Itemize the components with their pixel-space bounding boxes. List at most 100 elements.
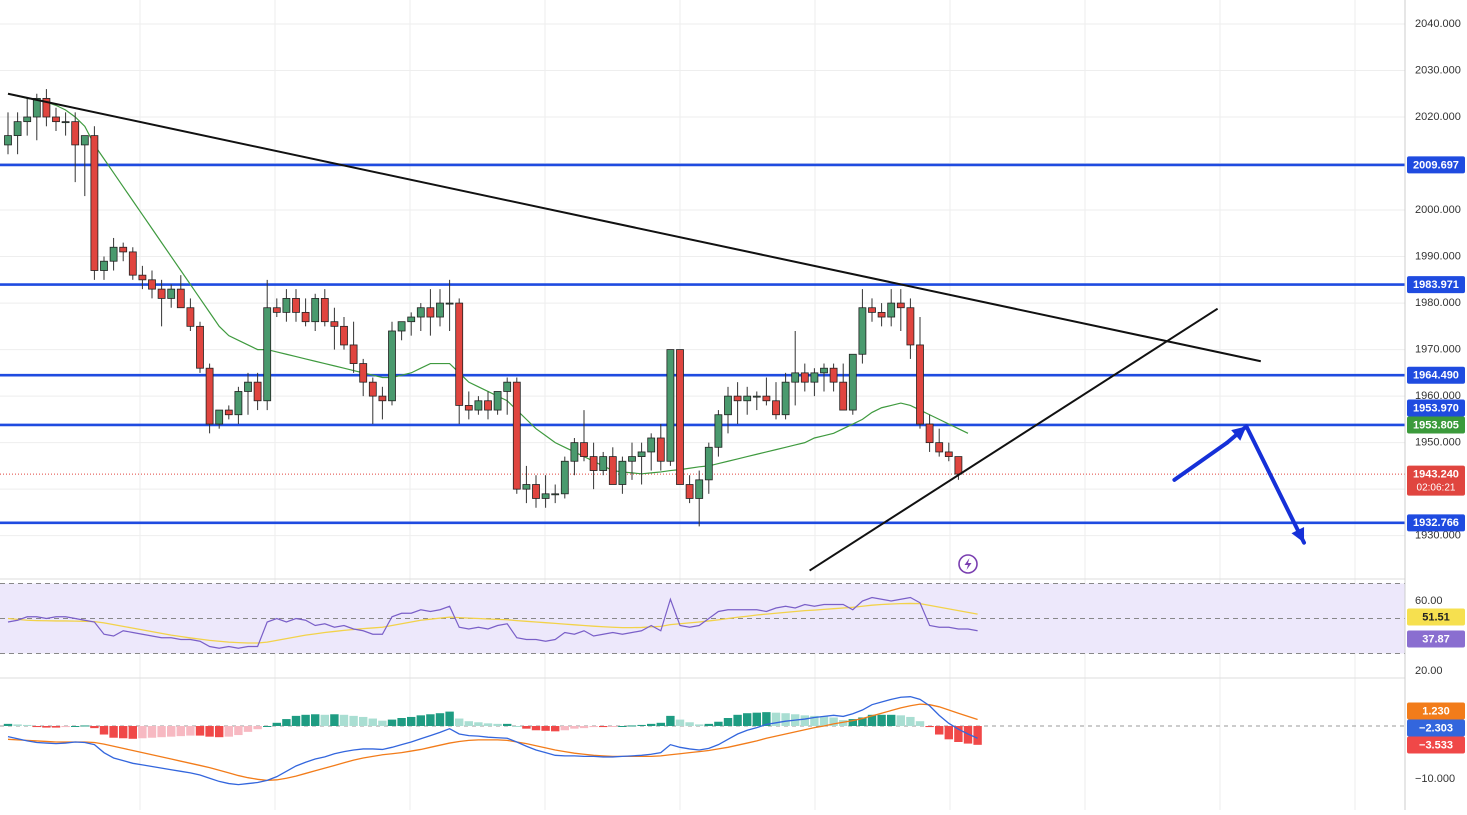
horizontal-levels[interactable] bbox=[0, 163, 1405, 525]
candle bbox=[916, 317, 924, 429]
candle bbox=[263, 279, 272, 411]
candle bbox=[647, 433, 656, 471]
macd-hist-tag-box bbox=[1407, 736, 1465, 754]
rsi-line bbox=[7, 596, 978, 649]
level-tag[interactable]: 2009.697 bbox=[1407, 156, 1465, 174]
candle bbox=[944, 442, 953, 462]
macd-hist-bar bbox=[522, 726, 531, 729]
candle-body bbox=[464, 405, 473, 411]
macd-hist-bar bbox=[493, 723, 502, 726]
level-tag[interactable]: 1953.970 bbox=[1407, 399, 1465, 417]
macd-hist-bar bbox=[416, 715, 425, 726]
level-tag-text: 2009.697 bbox=[1413, 159, 1459, 171]
candle bbox=[464, 391, 473, 420]
candle bbox=[445, 279, 454, 331]
macd-value-tag[interactable]: −2.303 bbox=[1407, 719, 1465, 737]
sma-value-tag[interactable]: 1953.805 bbox=[1407, 416, 1465, 434]
macd-hist-bar bbox=[579, 726, 589, 729]
candle bbox=[340, 317, 348, 350]
rsi-value-tag-box bbox=[1407, 630, 1465, 648]
candle bbox=[791, 330, 800, 406]
candle-body bbox=[407, 316, 416, 323]
candle-body bbox=[666, 349, 675, 462]
candle bbox=[724, 386, 732, 434]
candle-body bbox=[954, 456, 963, 475]
candle bbox=[4, 112, 12, 155]
candle bbox=[656, 424, 665, 471]
candle-body bbox=[282, 298, 291, 313]
macd-signal-line bbox=[7, 703, 978, 782]
candle bbox=[397, 321, 406, 341]
level-tag[interactable]: 1932.766 bbox=[1407, 514, 1465, 532]
candle bbox=[896, 289, 905, 331]
macd-hist-bar bbox=[224, 726, 233, 737]
candle-body bbox=[724, 395, 732, 416]
macd-hist-bar bbox=[848, 719, 857, 726]
level-tag-text: 1932.766 bbox=[1413, 517, 1459, 529]
candle bbox=[234, 386, 243, 425]
candle bbox=[42, 89, 51, 127]
price-axis[interactable]: 2040.0002030.0002020.0002010.0002000.000… bbox=[1404, 0, 1467, 810]
macd-hist-bar bbox=[800, 715, 809, 726]
candle bbox=[349, 321, 358, 373]
arrowhead bbox=[1291, 527, 1305, 543]
candle bbox=[205, 363, 214, 434]
macd-hist-bar bbox=[618, 726, 627, 727]
candle-body bbox=[925, 423, 934, 444]
macd-hist-bar bbox=[445, 711, 454, 726]
candle bbox=[772, 382, 780, 420]
candle-body bbox=[935, 442, 944, 453]
price-tick-label: 1930.000 bbox=[1415, 530, 1461, 542]
trend-line[interactable] bbox=[7, 92, 1262, 363]
macd-hist-bar bbox=[435, 713, 445, 726]
macd-signal-tag[interactable]: 1.230 bbox=[1407, 702, 1465, 720]
trend-line[interactable] bbox=[809, 307, 1219, 572]
candle-body bbox=[916, 344, 924, 425]
macd-hist-bar bbox=[282, 719, 291, 726]
candle bbox=[330, 307, 339, 350]
macd-hist-bar bbox=[349, 715, 358, 726]
price-tick-label: 1990.000 bbox=[1415, 250, 1461, 262]
rsi-panel bbox=[7, 596, 978, 649]
rsi-ma-tag-text: 51.51 bbox=[1422, 611, 1450, 623]
candle bbox=[580, 410, 588, 462]
macd-hist-bar bbox=[589, 726, 598, 728]
candle-body bbox=[762, 395, 771, 402]
price-tick-label: 1970.000 bbox=[1415, 344, 1461, 356]
candle bbox=[685, 475, 694, 504]
macd-hist-tag[interactable]: −3.533 bbox=[1407, 736, 1465, 754]
trend-lines[interactable] bbox=[7, 92, 1262, 572]
candle-body bbox=[944, 451, 953, 457]
macd-hist-bar bbox=[560, 726, 569, 731]
candle-body bbox=[100, 260, 108, 271]
candle-body bbox=[839, 381, 848, 411]
candle-body bbox=[858, 307, 867, 355]
macd-hist-bar bbox=[215, 726, 224, 738]
candle-body bbox=[512, 381, 521, 490]
macd-hist-bar bbox=[71, 726, 80, 727]
macd-hist-bar bbox=[368, 718, 377, 726]
current-price-tag[interactable]: 1943.240 02:06:21 bbox=[1407, 465, 1465, 496]
macd-hist-bar bbox=[675, 719, 685, 726]
arrow-segment[interactable] bbox=[1172, 440, 1230, 482]
level-tag[interactable]: 1964.490 bbox=[1407, 366, 1465, 384]
candle-body bbox=[215, 409, 224, 425]
macd-hist-bar bbox=[944, 726, 953, 740]
lightning-icon[interactable] bbox=[958, 554, 978, 574]
rsi-ma-tag[interactable]: 51.51 bbox=[1407, 608, 1465, 626]
projection-arrows[interactable] bbox=[1172, 424, 1306, 545]
candle bbox=[532, 475, 540, 508]
arrow-segment[interactable] bbox=[1244, 424, 1306, 545]
candle-body bbox=[359, 363, 368, 383]
candle bbox=[138, 265, 147, 290]
candle bbox=[484, 391, 492, 420]
rsi-value-tag[interactable]: 37.87 bbox=[1407, 630, 1465, 648]
level-tag[interactable]: 1983.971 bbox=[1407, 276, 1465, 294]
macd-hist-bar bbox=[541, 726, 550, 731]
candle bbox=[637, 442, 646, 485]
candle-body bbox=[234, 391, 243, 416]
macd-hist-bar bbox=[877, 714, 886, 726]
candle bbox=[512, 377, 521, 494]
